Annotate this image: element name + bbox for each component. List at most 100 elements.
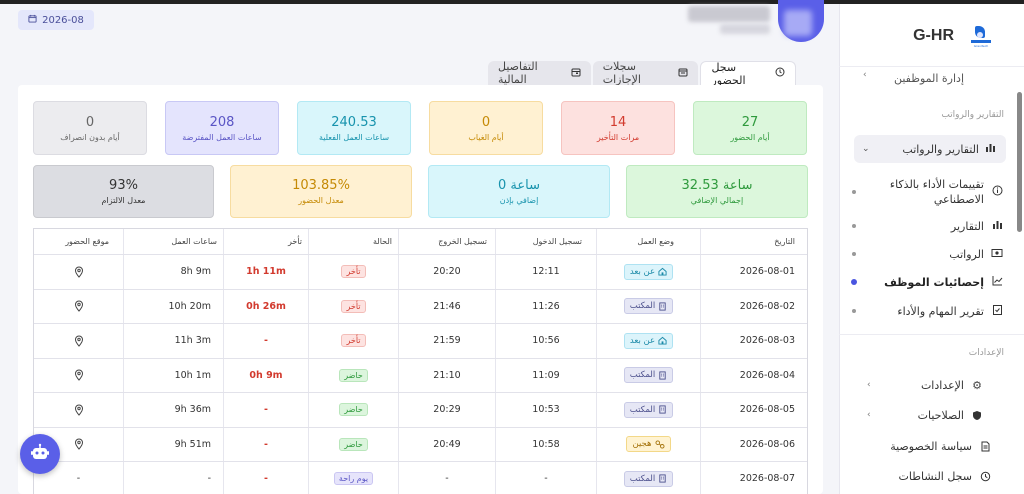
cell-check-in: 10:53	[495, 393, 596, 427]
location-pin-icon[interactable]	[74, 369, 84, 382]
tab-attendance[interactable]: سجل الحضور	[700, 61, 796, 87]
cell-date: 2026-08-01	[700, 255, 807, 289]
line-chart-icon	[990, 275, 1004, 290]
stat-late-count: 14 مرات التأخير	[561, 101, 675, 155]
tab-bar: سجل الحضور سجلات الإجازات التفاصيل المال…	[486, 60, 796, 87]
cell-status: يوم راحة	[308, 462, 398, 494]
cell-location[interactable]	[34, 324, 123, 358]
sidebar-item-employees[interactable]: إدارة الموظفين ‹	[839, 64, 1024, 86]
col-late: تأخر	[223, 229, 308, 254]
sidebar-item-reports[interactable]: التقارير	[852, 218, 1004, 234]
sidebar-group-reports[interactable]: التقارير والرواتب ⌄	[854, 135, 1006, 163]
cell-status: حاضر	[308, 427, 398, 461]
brand-logo: Gravitech	[968, 22, 994, 50]
col-check-out: تسجيل الخروج	[398, 229, 495, 254]
work-mode-badge: هجين	[626, 436, 671, 453]
work-mode-badge: عن بعد	[623, 263, 674, 280]
work-mode-badge: المكتب	[623, 401, 674, 418]
month-value: 2026-08	[42, 14, 84, 26]
cell-hours: 8h 9m	[123, 255, 223, 289]
document-icon	[978, 439, 992, 453]
chevron-left-icon: ‹	[863, 70, 867, 80]
status-badge: تأخر	[341, 334, 366, 348]
cell-late: -	[223, 393, 308, 427]
sidebar-item-permissions[interactable]: الصلاحيات ‹	[839, 401, 1024, 429]
cell-location[interactable]	[34, 255, 123, 289]
home-icon	[658, 267, 667, 276]
wallet-icon	[571, 67, 581, 80]
cell-check-out: -	[398, 462, 495, 494]
chart-bars-icon	[985, 142, 996, 156]
location-pin-icon[interactable]	[74, 404, 84, 416]
section-reports-title: التقارير والرواتب	[941, 110, 1004, 120]
top-bar	[0, 0, 1024, 4]
sidebar-item-employee-stats[interactable]: إحصائيات الموظف	[851, 274, 1004, 290]
sidebar-item-settings[interactable]: ⚙ الإعدادات ‹	[839, 371, 1024, 399]
month-picker[interactable]: 2026-08	[18, 10, 94, 30]
cell-work-mode: المكتب	[596, 289, 700, 323]
table-body: 2026-08-01 عن بعد 12:11 20:20 تأخر 1h 11m 8h 9…	[34, 255, 807, 494]
cell-late: 1h 11m	[223, 255, 308, 289]
col-check-in: تسجيل الدخول	[495, 229, 596, 254]
calendar-icon	[28, 14, 37, 26]
cell-work-mode: عن بعد	[596, 324, 700, 358]
cell-status: حاضر	[308, 358, 398, 392]
cell-check-in: 12:11	[495, 255, 596, 289]
status-badge: تأخر	[341, 299, 366, 313]
sidebar-scrollbar[interactable]	[1017, 92, 1022, 232]
cell-hours: 9h 36m	[123, 393, 223, 427]
cell-date: 2026-08-05	[700, 393, 807, 427]
cell-late: -	[223, 324, 308, 358]
cell-work-mode: المكتب	[596, 462, 700, 494]
table-row: 2026-08-03 عن بعد 10:56 21:59 تأخر -11h 3m	[34, 324, 807, 359]
cell-hours: 9h 51m	[123, 427, 223, 461]
sidebar-item-payroll[interactable]: الرواتب	[852, 246, 1004, 262]
cell-location[interactable]	[34, 290, 123, 324]
col-hours: ساعات العمل	[123, 229, 223, 254]
work-mode-badge: المكتب	[623, 470, 674, 487]
cell-location[interactable]	[34, 393, 123, 427]
chatbot-button[interactable]	[20, 434, 60, 474]
tab-leaves[interactable]: سجلات الإجازات	[592, 60, 699, 86]
attendance-panel: 27 أيام الحضور 14 مرات التأخير 0 أيام ال…	[18, 85, 823, 494]
attendance-table: التاريخ وضع العمل تسجيل الدخول تسجيل الخ…	[33, 228, 808, 494]
cell-hours: 10h 20m	[123, 289, 223, 323]
stat-actual-hours: 240.53 ساعات العمل الفعلية	[297, 101, 411, 155]
location-pin-icon[interactable]	[74, 335, 84, 347]
section-settings-title: الإعدادات	[968, 348, 1004, 358]
cell-status: تأخر	[308, 255, 398, 289]
cell-late: -	[223, 427, 308, 461]
building-icon	[658, 371, 667, 380]
info-circle-icon	[990, 185, 1004, 200]
table-row: 2026-08-05 المكتب 10:53 20:29 حاضر -9h 36m	[34, 393, 807, 428]
avatar[interactable]	[778, 0, 824, 42]
chevron-left-icon: ‹	[867, 380, 871, 390]
cell-date: 2026-08-06	[700, 427, 807, 461]
cell-hours: 10h 1m	[123, 358, 223, 392]
cell-check-in: -	[495, 462, 596, 494]
sidebar-item-task-performance[interactable]: تقرير المهام والأداء	[852, 303, 1004, 319]
col-work-mode: وضع العمل	[596, 229, 700, 254]
sidebar-item-activity-log[interactable]: سجل النشاطات	[839, 462, 1024, 490]
col-date: التاريخ	[700, 229, 807, 254]
cell-late: 0h 9m	[223, 358, 308, 392]
cell-work-mode: عن بعد	[596, 255, 700, 289]
table-row: 2026-08-02 المكتب 11:26 21:46 تأخر 0h 26m 10h …	[34, 289, 807, 324]
cell-location[interactable]	[34, 428, 123, 462]
cell-check-out: 21:10	[398, 358, 495, 392]
chevron-left-icon: ‹	[867, 410, 871, 420]
cell-check-in: 10:58	[495, 427, 596, 461]
location-pin-icon[interactable]	[74, 266, 84, 278]
cell-location[interactable]	[34, 359, 123, 393]
sidebar-item-ai-evaluations[interactable]: تقييمات الأداء بالذكاء الاصطناعي	[852, 176, 1004, 208]
cell-late: 0h 26m	[223, 289, 308, 323]
sidebar-item-privacy[interactable]: سياسة الخصوصية	[839, 432, 1024, 460]
cell-check-out: 21:46	[398, 289, 495, 323]
status-badge: تأخر	[341, 265, 366, 279]
money-icon	[990, 247, 1004, 262]
user-name-blurred	[688, 6, 770, 22]
location-pin-icon[interactable]	[74, 300, 84, 313]
stat-expected-hours: 208 ساعات العمل المفترضة	[165, 101, 279, 155]
tab-financial[interactable]: التفاصيل المالية	[488, 60, 591, 86]
location-pin-icon[interactable]	[74, 438, 84, 451]
